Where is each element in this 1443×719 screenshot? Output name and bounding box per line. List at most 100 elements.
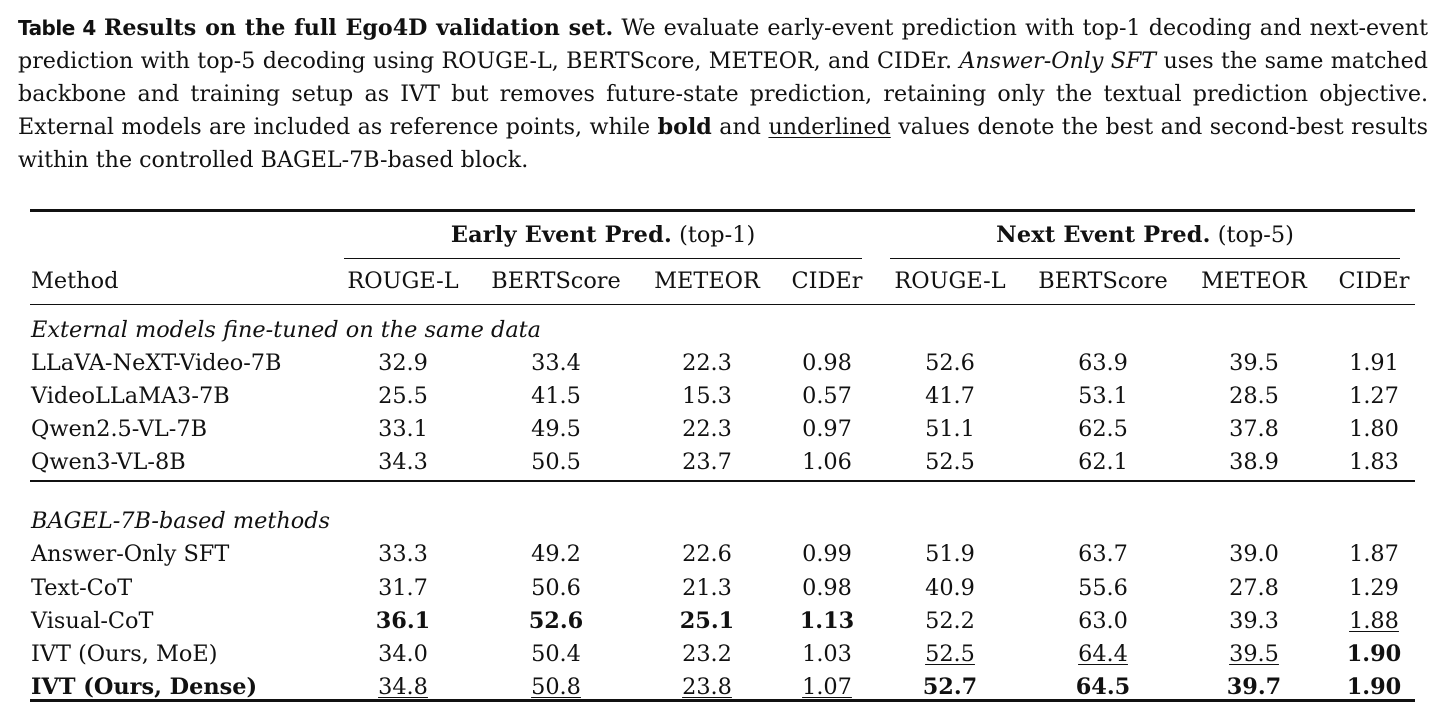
metric-value-text: 1.83 [1349,449,1399,476]
metric-value-text: 63.7 [1078,541,1128,568]
method-name: Visual-CoT [31,607,154,634]
metric-value: 0.98 [802,573,852,603]
metric-value: 40.9 [925,573,975,603]
metric-value-text: 50.4 [531,640,581,667]
metric-value-text: 34.0 [378,640,428,667]
metric-value: 37.8 [1229,414,1279,444]
metric-value-text: 40.9 [925,574,975,601]
metric-value: 1.27 [1349,381,1399,411]
metric-value-text: 64.5 [1075,673,1131,700]
metric-value-text: 51.1 [925,416,975,443]
metric-value-text: 63.9 [1078,350,1128,376]
metric-value-text: 25.5 [378,383,428,410]
metric-value: 55.6 [1078,573,1128,603]
metric-value: 52.6 [529,606,584,636]
metric-value-text: 52.2 [925,607,975,634]
metric-value: 25.5 [378,381,428,411]
metric-value: 34.0 [378,639,428,669]
metric-value-text: 21.3 [682,574,732,601]
caption-bold-word: bold [657,114,712,140]
metric-value-text: 1.87 [1349,541,1399,568]
metric-value-text: 23.7 [682,449,732,476]
method-column-header: Method [31,268,119,294]
metric-value-text: 41.7 [925,383,975,410]
header-rule [30,304,1415,306]
metric-value: 41.5 [531,381,581,411]
method-name: IVT (Ours, Dense) [31,673,258,700]
metric-value-text: 27.8 [1229,574,1279,601]
metric-value: 1.13 [800,606,855,636]
metric-value-text: 1.06 [802,449,852,476]
metric-value: 50.5 [531,447,581,477]
metric-value: 64.4 [1078,639,1128,669]
metric-value-text: 22.6 [682,541,732,568]
method-name: LLaVA-NeXT-Video-7B [31,350,282,376]
metric-value-text: 50.5 [531,449,581,476]
metric-value-text: 1.90 [1346,673,1402,700]
metric-value: 62.1 [1078,447,1128,477]
metric-value-text: 1.13 [799,607,855,634]
metric-value-text: 0.99 [802,541,852,568]
metric-value-text: 28.5 [1229,383,1279,410]
metric-value: 52.5 [925,639,975,669]
metric-value-text: 1.88 [1349,607,1399,634]
metric-column-header: METEOR [1201,268,1307,294]
metric-value: 27.8 [1229,573,1279,603]
metric-value-text: 49.2 [531,541,581,568]
metric-value-text: 39.5 [1229,640,1279,667]
metric-value-text: 62.5 [1078,416,1128,443]
metric-value-text: 51.9 [925,541,975,568]
metric-value: 39.3 [1229,606,1279,636]
metric-value-text: 63.0 [1078,607,1128,634]
metric-value: 63.0 [1078,606,1128,636]
metric-value: 36.1 [376,606,431,636]
metric-value-text: 55.6 [1078,574,1128,601]
metric-value-text: 1.07 [802,673,852,700]
metric-value: 1.88 [1349,606,1399,636]
metric-value: 50.8 [531,672,581,702]
caption-title: Results on the full Ego4D validation set… [103,15,614,41]
metric-value-text: 34.3 [378,449,428,476]
metric-value: 34.3 [378,447,428,477]
section-title: External models fine-tuned on the same d… [31,317,542,343]
metric-value: 50.4 [531,639,581,669]
metric-value: 33.4 [531,348,581,378]
metric-value: 39.5 [1229,348,1279,378]
metric-value-text: 0.98 [802,574,852,601]
metric-value: 21.3 [682,573,732,603]
metric-value: 49.2 [531,539,581,569]
caption-italic-term: Answer-Only SFT [959,48,1157,74]
metric-value-text: 23.8 [682,673,732,700]
metric-column-header: BERTScore [1038,268,1168,294]
caption-underline-word: underlined [768,114,891,140]
caption-text-2: uses the same matched backbone and train… [18,48,1428,140]
section-title: BAGEL-7B-based methods [31,508,331,535]
metric-value: 1.87 [1349,539,1399,569]
metric-value: 1.80 [1349,414,1399,444]
metric-value: 62.5 [1078,414,1128,444]
metric-value: 22.3 [682,348,732,378]
metric-value: 0.97 [802,414,852,444]
method-name: Qwen2.5-VL-7B [31,416,208,443]
metric-value: 1.07 [802,672,852,702]
metric-value-text: 50.8 [531,673,581,700]
metric-value-text: 31.7 [378,574,428,601]
method-name: Answer-Only SFT [31,541,230,568]
metric-value: 15.3 [682,381,732,411]
metric-value: 52.2 [925,606,975,636]
group-header-title: Early Event Pred. [450,222,672,248]
method-name: Qwen3-VL-8B [31,449,186,476]
metric-value: 0.57 [802,381,852,411]
metric-value-text: 0.98 [802,350,852,376]
metric-value-text: 64.4 [1078,640,1128,667]
metric-value: 53.1 [1078,381,1128,411]
metric-value-text: 33.1 [378,416,428,443]
metric-value: 63.9 [1078,348,1128,378]
metric-value-text: 52.7 [922,673,978,700]
metric-value: 1.06 [802,447,852,477]
metric-column-header: CIDEr [1338,268,1410,294]
metric-value: 22.3 [682,414,732,444]
metric-value-text: 1.91 [1349,350,1399,376]
metric-value: 41.7 [925,381,975,411]
